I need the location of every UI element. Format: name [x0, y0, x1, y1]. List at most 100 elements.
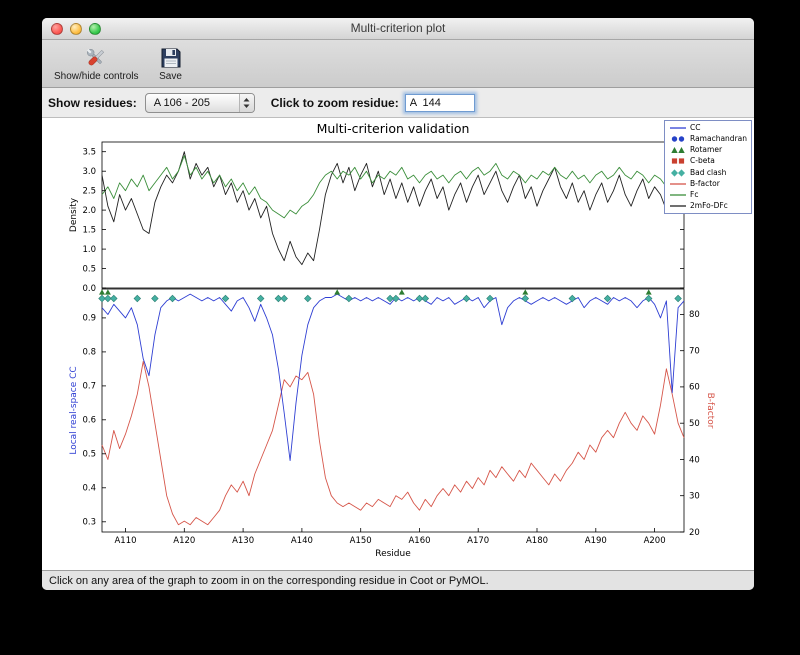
title-bar[interactable]: Multi-criterion plot: [42, 18, 754, 40]
bad-clash-marker: [392, 294, 400, 303]
svg-text:A140: A140: [291, 536, 313, 546]
rotamer-outlier-marker: [99, 289, 105, 295]
line-legend-symbol: [670, 183, 687, 185]
svg-text:0.9: 0.9: [82, 314, 96, 324]
svg-text:A170: A170: [467, 536, 489, 546]
toolbar: Show/hide controls Save: [42, 40, 754, 88]
legend-item: Bad clash: [669, 168, 747, 178]
bad-clash-marker: [462, 294, 471, 303]
bad-clash-marker: [421, 294, 430, 303]
show-hide-controls-button[interactable]: Show/hide controls: [50, 44, 143, 84]
rotamer-outlier-marker: [645, 289, 652, 295]
cc-axis-label: Local real-space CC: [69, 366, 79, 454]
svg-text:80: 80: [689, 310, 700, 320]
svg-text:50: 50: [689, 419, 700, 429]
legend: CC Ramachandran Rotamer C-beta Bad clash B-fa…: [664, 120, 752, 214]
bad-clash-marker: [274, 294, 283, 303]
legend-label: Fc: [690, 189, 699, 199]
bad-clash-marker: [151, 294, 159, 303]
close-button[interactable]: [51, 23, 63, 35]
chart-title: Multi-criterion validation: [317, 121, 470, 136]
bad-clash-marker: [568, 294, 577, 303]
bad-clash-marker: [521, 294, 530, 303]
density-axis-label: Density: [69, 197, 79, 232]
traffic-lights: [51, 23, 101, 35]
legend-label: CC: [690, 123, 701, 132]
svg-text:0.5: 0.5: [82, 450, 96, 460]
svg-text:3.5: 3.5: [82, 148, 96, 158]
zoom-window-button[interactable]: [89, 23, 101, 35]
save-button[interactable]: Save: [155, 44, 187, 84]
bad-clash-marker: [133, 294, 142, 303]
save-icon: [161, 48, 180, 67]
svg-text:A180: A180: [526, 536, 548, 546]
svg-text:1.0: 1.0: [82, 245, 96, 255]
bottom-axes: [101, 288, 685, 533]
tools-icon: [87, 48, 105, 65]
bfactor-axis-label: B-factor: [705, 393, 715, 429]
chevron-up-down-icon: [238, 93, 254, 112]
bad-clash-marker: [168, 294, 177, 303]
bad-clash-marker: [644, 294, 653, 303]
svg-text:A120: A120: [173, 536, 195, 546]
svg-text:0.6: 0.6: [82, 416, 96, 426]
window-title: Multi-criterion plot: [350, 21, 446, 35]
controls-bar: Show residues: A 106 - 205 Click to zoom…: [42, 88, 754, 118]
svg-text:A190: A190: [585, 536, 607, 546]
rotamer-outlier-marker: [334, 289, 341, 295]
line-legend-symbol: [670, 194, 687, 196]
zoom-residue-input[interactable]: [404, 93, 475, 112]
line-legend-symbol: [670, 205, 687, 207]
bad-clash-marker: [415, 294, 424, 303]
svg-text:2.5: 2.5: [82, 187, 96, 197]
minimize-button[interactable]: [70, 23, 82, 35]
rotamer-outlier-marker: [398, 289, 405, 295]
legend-item: Rotamer: [669, 145, 747, 155]
bad-clash-marker: [256, 294, 265, 303]
svg-text:0.8: 0.8: [82, 348, 96, 358]
series-2mfo-dfc: [101, 151, 685, 266]
bad-clash-marker: [603, 294, 612, 303]
bad-clash-marker: [674, 294, 682, 303]
zoom-residue-label: Click to zoom residue:: [270, 95, 399, 110]
figure-area: Multi-criterion validation 0.0 0.5 1.0 1.5 2.…: [42, 118, 754, 570]
svg-text:0.0: 0.0: [82, 284, 96, 294]
bad-clash-marker: [98, 294, 106, 303]
svg-text:3.0: 3.0: [82, 167, 96, 177]
legend-label: C-beta: [690, 156, 715, 166]
bad-clash-marker: [104, 294, 112, 303]
legend-item: CC: [669, 123, 747, 133]
bad-clash-marker: [386, 294, 394, 303]
svg-text:0.5: 0.5: [82, 264, 96, 274]
multi-criterion-plot-window: Multi-criterion plot Show/hide controls: [42, 18, 754, 590]
svg-text:A200: A200: [644, 536, 666, 546]
series-fc: [101, 155, 685, 219]
series-cc: [101, 293, 685, 462]
residue-range-value: A 106 - 205: [153, 96, 210, 109]
top-axes: [101, 141, 685, 289]
bad-clash-marker: [345, 294, 353, 303]
show-residues-label: Show residues:: [48, 95, 137, 110]
svg-text:60: 60: [689, 383, 700, 393]
svg-text:0.7: 0.7: [82, 382, 96, 392]
legend-item: B-factor: [669, 179, 747, 189]
bad-clash-marker: [221, 294, 230, 303]
status-bar: Click on any area of the graph to zoom i…: [42, 570, 754, 590]
bad-clash-marker: [280, 294, 288, 303]
svg-text:0.4: 0.4: [82, 484, 96, 494]
legend-item: 2mFo-DFc: [669, 201, 747, 211]
residue-range-select[interactable]: A 106 - 205: [144, 92, 255, 113]
svg-text:A130: A130: [232, 536, 254, 546]
series-bfactor: [101, 361, 685, 526]
plot-canvas[interactable]: Multi-criterion validation 0.0 0.5 1.0 1.5 2.…: [42, 118, 754, 570]
circles-legend-symbol: [671, 136, 685, 142]
svg-text:A110: A110: [114, 536, 136, 546]
svg-text:40: 40: [689, 455, 700, 465]
diamonds-legend-symbol: [671, 168, 686, 177]
rotamer-outlier-marker: [522, 289, 529, 295]
bad-clash-marker: [486, 294, 494, 303]
svg-text:30: 30: [689, 492, 700, 502]
svg-text:20: 20: [689, 528, 700, 538]
squares-legend-symbol: [671, 158, 685, 165]
legend-label: Rotamer: [690, 145, 723, 155]
